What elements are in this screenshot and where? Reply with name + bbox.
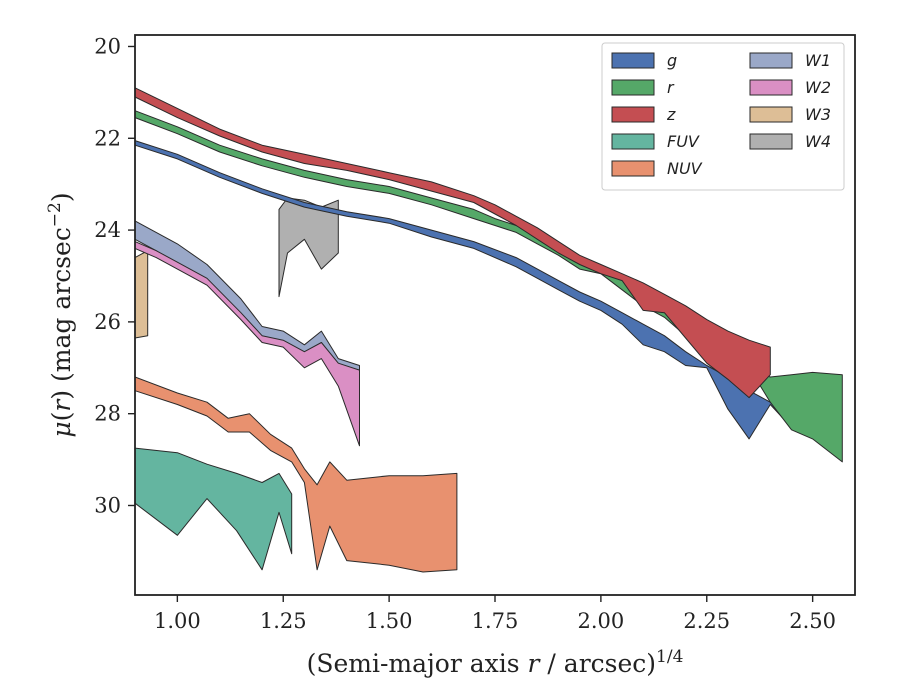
y-tick-label: 26	[94, 310, 121, 334]
band-z	[134, 87, 771, 399]
band-w2	[134, 241, 360, 447]
y-tick-label: 20	[94, 34, 121, 58]
legend-swatch-z	[611, 106, 655, 123]
x-tick-label: 1.25	[260, 609, 307, 633]
x-tick-label: 2.50	[789, 609, 836, 633]
x-tick-label: 1.50	[366, 609, 413, 633]
y-tick-label: 24	[94, 218, 121, 242]
x-tick-label: 2.00	[577, 609, 624, 633]
series-layer	[134, 87, 843, 573]
legend-swatch-nuv	[611, 160, 655, 177]
band-r	[134, 110, 843, 463]
tick-layer: 1.00 1.25 1.50 1.75 2.00 2.25 2.50 20 22 24 26 28 30	[94, 34, 836, 633]
x-tick-label: 2.25	[683, 609, 730, 633]
legend-label-fuv: FUV	[667, 132, 700, 151]
legend-label-w1: W1	[805, 51, 831, 70]
legend-label-w4: W4	[805, 132, 831, 151]
legend-label-w3: W3	[805, 105, 831, 124]
y-axis-label: μ(r) (mag arcsec−2)	[45, 192, 76, 437]
legend-label-nuv: NUV	[667, 159, 703, 178]
band-nuv	[134, 376, 458, 573]
legend-label-w2: W2	[805, 78, 831, 97]
legend-label-r: r	[667, 78, 675, 97]
y-tick-label: 28	[94, 402, 121, 426]
legend-label-z: z	[666, 105, 676, 124]
legend-label-g: g	[667, 51, 677, 70]
x-tick-label: 1.75	[472, 609, 519, 633]
legend-swatch-fuv	[611, 133, 655, 150]
legend-swatch-g	[611, 52, 655, 69]
legend-swatch-r	[611, 79, 655, 96]
x-axis-label: (Semi-major axis r / arcsec)1/4	[307, 647, 684, 678]
band-w4	[278, 197, 339, 298]
legend: grz FUV NUV W1 W2 W3 W4	[601, 42, 845, 191]
legend-swatch-w3	[749, 106, 793, 123]
legend-swatch-w1	[749, 52, 793, 69]
band-fuv	[134, 447, 293, 571]
y-tick-label: 22	[94, 126, 121, 150]
x-tick-label: 1.00	[154, 609, 201, 633]
legend-swatch-w2	[749, 79, 793, 96]
y-tick-label: 30	[94, 493, 121, 517]
band-w3	[134, 250, 149, 339]
legend-swatch-w4	[749, 133, 793, 150]
